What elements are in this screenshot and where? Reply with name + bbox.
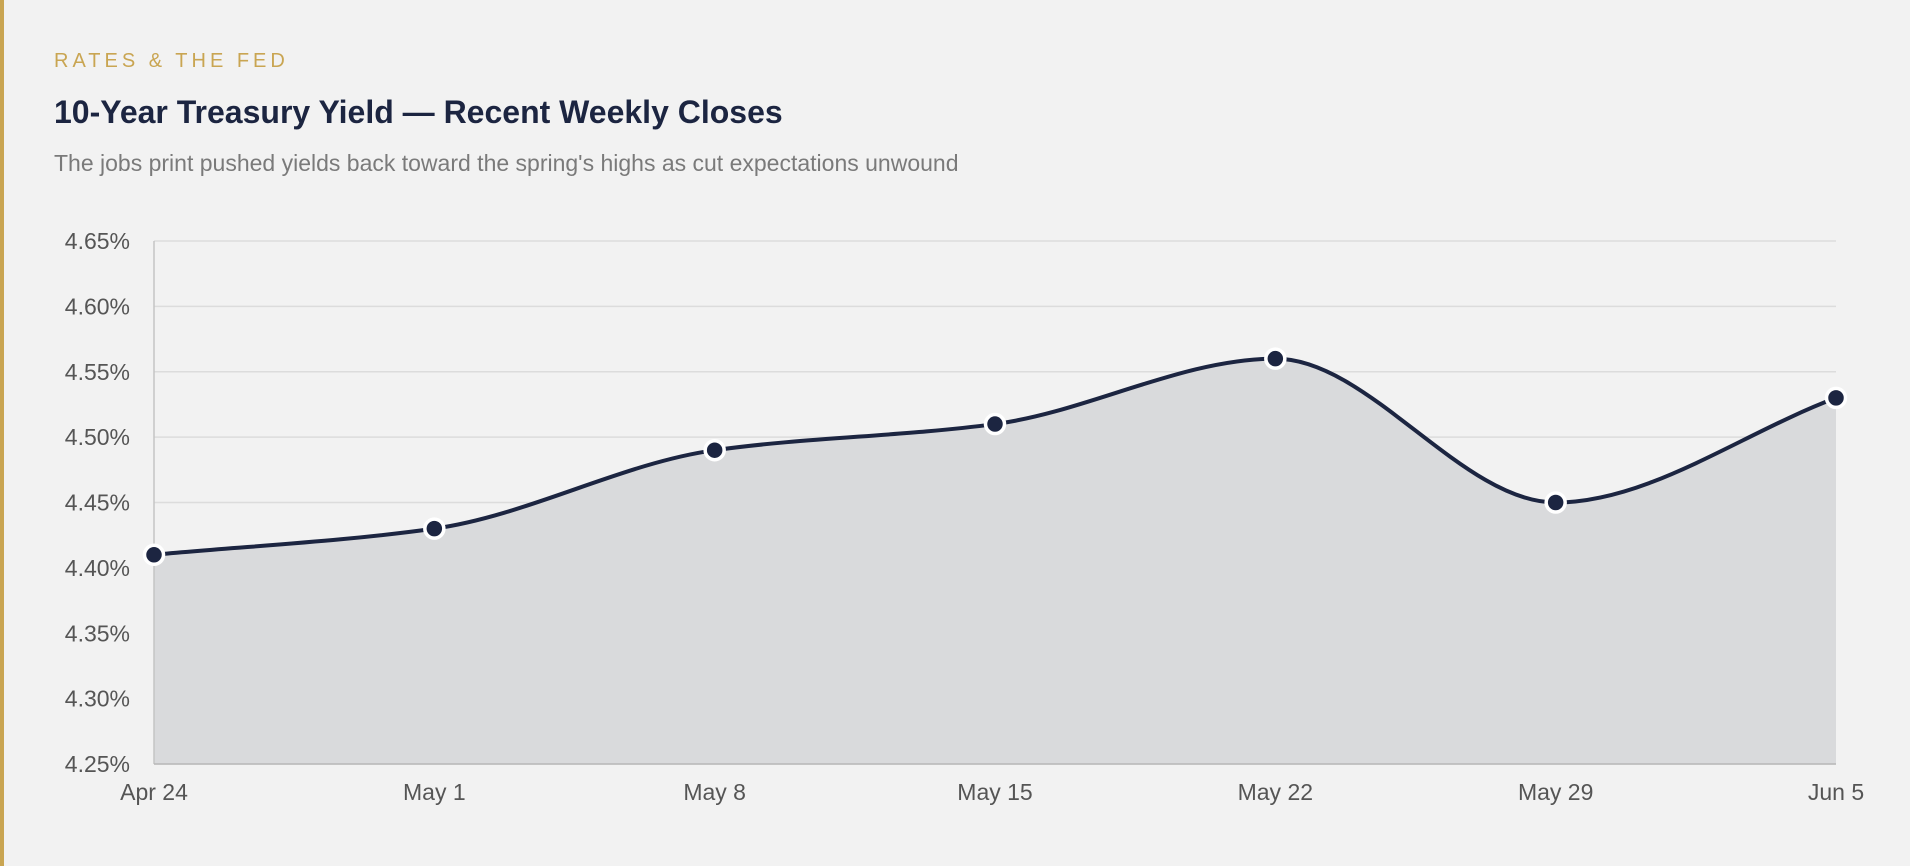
section-kicker: RATES & THE FED bbox=[54, 50, 289, 72]
y-tick-label: 4.45% bbox=[65, 490, 130, 516]
x-tick-label: Jun 5 bbox=[1808, 779, 1864, 805]
x-tick-label: May 15 bbox=[957, 779, 1032, 805]
data-point bbox=[1264, 347, 1287, 370]
y-tick-label: 4.65% bbox=[65, 228, 130, 254]
axes bbox=[153, 241, 1836, 765]
area-layer bbox=[154, 358, 1836, 764]
y-tick-label: 4.50% bbox=[65, 424, 130, 450]
data-point bbox=[983, 412, 1007, 436]
y-tick-label: 4.35% bbox=[65, 620, 130, 646]
x-tick-label: May 29 bbox=[1518, 779, 1593, 805]
x-tick-label: May 22 bbox=[1238, 779, 1313, 805]
data-point bbox=[1824, 386, 1848, 410]
chart-subtitle: The jobs print pushed yields back toward… bbox=[54, 150, 959, 176]
data-point bbox=[142, 543, 166, 567]
data-point bbox=[423, 517, 446, 540]
y-tick-label: 4.60% bbox=[65, 293, 130, 319]
area-fill bbox=[154, 358, 1836, 764]
y-tick-label: 4.55% bbox=[65, 359, 130, 385]
y-tick-label: 4.40% bbox=[65, 555, 130, 581]
yield-chart: 4.25% 4.30% 4.35% 4.40% 4.45% 4.50% 4.55% 4.60%… bbox=[65, 228, 1864, 805]
x-tick-label: May 8 bbox=[683, 779, 746, 805]
chart-title: 10-Year Treasury Yield — Recent Weekly C… bbox=[54, 94, 783, 130]
x-tick-label: Apr 24 bbox=[120, 779, 188, 805]
data-point bbox=[703, 438, 726, 462]
y-tick-labels: 4.25% 4.30% 4.35% 4.40% 4.45% 4.50% 4.55% 4.60%… bbox=[65, 228, 130, 777]
data-point bbox=[1544, 491, 1567, 514]
points-layer bbox=[142, 347, 1848, 567]
x-tick-label: May 1 bbox=[403, 779, 466, 805]
y-tick-label: 4.30% bbox=[65, 686, 130, 712]
x-tick-labels: Apr 24 May 1 May 8 May 15 May 22 May 29 Jun 5 bbox=[120, 779, 1864, 805]
y-tick-label: 4.25% bbox=[65, 751, 130, 777]
